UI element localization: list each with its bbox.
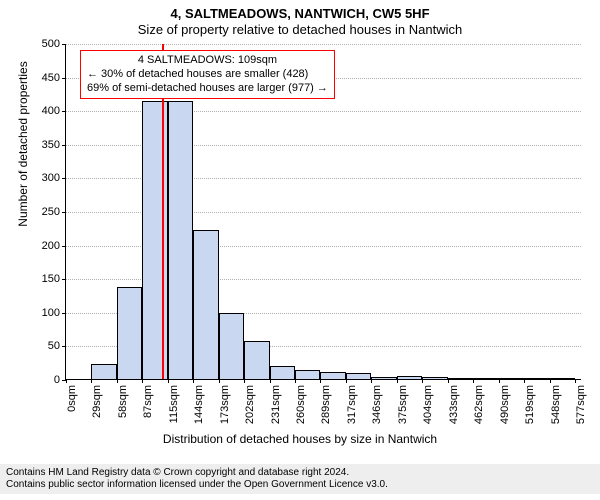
x-tick-mark <box>168 379 169 383</box>
y-tick-label: 300 <box>42 172 60 184</box>
x-tick-mark <box>270 379 271 383</box>
histogram-bar <box>142 101 167 379</box>
y-tick-mark <box>62 145 66 146</box>
y-tick-label: 200 <box>42 240 60 252</box>
y-tick-mark <box>62 111 66 112</box>
y-tick-mark <box>62 246 66 247</box>
y-tick-label: 500 <box>42 38 60 50</box>
x-tick-label: 173sqm <box>219 385 231 424</box>
x-tick-mark <box>550 379 551 383</box>
y-tick-label: 400 <box>42 105 60 117</box>
histogram-bar <box>524 378 549 379</box>
x-tick-label: 115sqm <box>168 385 180 423</box>
x-tick-label: 260sqm <box>295 385 307 424</box>
x-tick-label: 346sqm <box>371 385 383 424</box>
annotation-line-1: 4 SALTMEADOWS: 109sqm <box>87 54 328 68</box>
x-tick-label: 462sqm <box>473 385 485 424</box>
x-axis-label: Distribution of detached houses by size … <box>0 432 600 446</box>
x-tick-label: 231sqm <box>270 385 282 424</box>
y-tick-label: 100 <box>42 307 60 319</box>
y-tick-label: 350 <box>42 139 60 151</box>
x-tick-mark <box>499 379 500 383</box>
histogram-bar <box>320 372 345 379</box>
x-tick-label: 289sqm <box>320 385 332 424</box>
footer-line-2: Contains public sector information licen… <box>6 479 594 491</box>
x-tick-label: 519sqm <box>524 385 536 424</box>
x-tick-mark <box>244 379 245 383</box>
grid-line <box>66 44 581 45</box>
y-tick-label: 450 <box>42 72 60 84</box>
x-tick-label: 144sqm <box>193 385 205 424</box>
x-tick-mark <box>320 379 321 383</box>
x-tick-label: 375sqm <box>397 385 409 424</box>
marker-annotation: 4 SALTMEADOWS: 109sqm ← 30% of detached … <box>80 50 335 99</box>
x-tick-label: 404sqm <box>422 385 434 424</box>
x-tick-mark <box>448 379 449 383</box>
histogram-bar <box>193 230 218 379</box>
histogram-bar <box>422 377 447 379</box>
y-tick-mark <box>62 212 66 213</box>
x-tick-label: 202sqm <box>244 385 256 424</box>
x-tick-mark <box>524 379 525 383</box>
y-tick-mark <box>62 313 66 314</box>
y-tick-mark <box>62 44 66 45</box>
histogram-bar <box>270 366 295 379</box>
annotation-line-3: 69% of semi-detached houses are larger (… <box>87 82 328 96</box>
histogram-bar <box>473 378 498 379</box>
x-tick-mark <box>397 379 398 383</box>
histogram-bar <box>448 378 473 379</box>
annotation-line-2: ← 30% of detached houses are smaller (42… <box>87 68 328 82</box>
x-tick-mark <box>473 379 474 383</box>
histogram-bar <box>371 377 396 379</box>
x-tick-label: 548sqm <box>550 385 562 424</box>
footer-line-1: Contains HM Land Registry data © Crown c… <box>6 467 594 479</box>
y-tick-label: 0 <box>54 374 60 386</box>
histogram-bar <box>346 373 371 379</box>
x-tick-label: 87sqm <box>142 385 154 418</box>
x-tick-mark <box>371 379 372 383</box>
histogram-bar <box>397 376 422 379</box>
x-tick-label: 433sqm <box>448 385 460 424</box>
histogram-bar <box>91 364 116 379</box>
x-tick-mark <box>422 379 423 383</box>
x-tick-label: 317sqm <box>346 385 358 424</box>
x-tick-label: 29sqm <box>91 385 103 418</box>
histogram-plot: 0501001502002503003504004505000sqm29sqm5… <box>65 44 581 380</box>
y-tick-label: 50 <box>48 340 60 352</box>
page-title: 4, SALTMEADOWS, NANTWICH, CW5 5HF <box>0 6 600 21</box>
y-axis-label: Number of detached properties <box>16 0 30 312</box>
x-tick-label: 58sqm <box>117 385 129 418</box>
histogram-bar <box>219 313 244 379</box>
y-tick-mark <box>62 178 66 179</box>
y-tick-mark <box>62 78 66 79</box>
x-tick-mark <box>575 379 576 383</box>
x-tick-mark <box>91 379 92 383</box>
y-tick-mark <box>62 346 66 347</box>
x-tick-mark <box>117 379 118 383</box>
x-tick-mark <box>142 379 143 383</box>
page-subtitle: Size of property relative to detached ho… <box>0 22 600 37</box>
x-tick-mark <box>346 379 347 383</box>
histogram-bar <box>550 378 575 379</box>
histogram-bar <box>499 378 524 379</box>
histogram-bar <box>168 101 193 379</box>
x-tick-label: 490sqm <box>499 385 511 424</box>
histogram-bar <box>295 370 320 379</box>
x-tick-mark <box>219 379 220 383</box>
x-tick-mark <box>193 379 194 383</box>
histogram-bar <box>117 287 142 379</box>
x-tick-mark <box>295 379 296 383</box>
attribution-footer: Contains HM Land Registry data © Crown c… <box>0 464 600 494</box>
y-tick-label: 150 <box>42 273 60 285</box>
histogram-bar <box>244 341 269 379</box>
x-tick-label: 577sqm <box>575 385 587 424</box>
y-tick-mark <box>62 279 66 280</box>
x-tick-label: 0sqm <box>66 385 78 412</box>
y-tick-label: 250 <box>42 206 60 218</box>
x-tick-mark <box>66 379 67 383</box>
